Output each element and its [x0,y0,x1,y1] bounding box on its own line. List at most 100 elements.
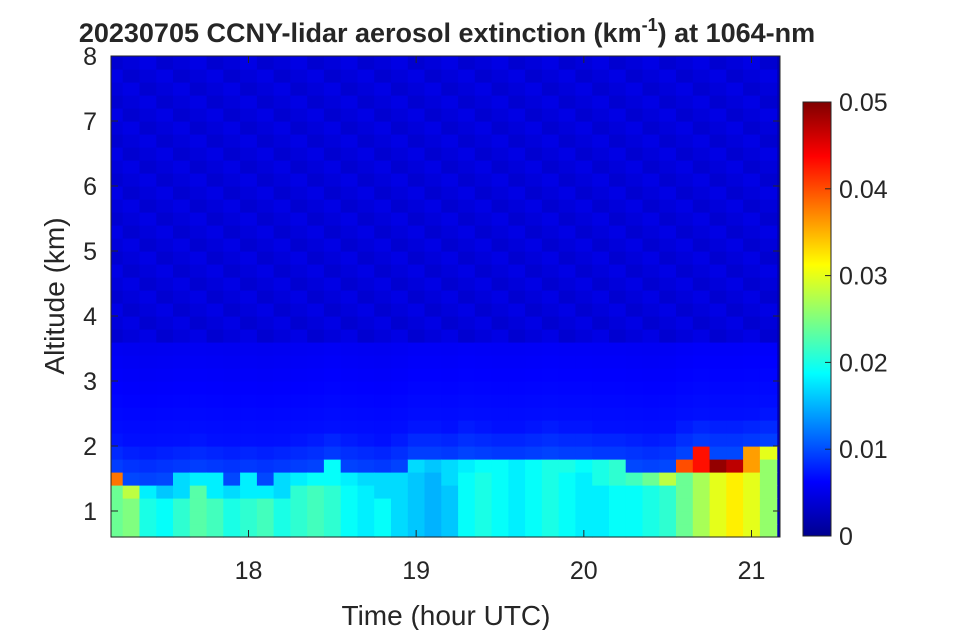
heatmap-cell [357,485,375,499]
heatmap-cell [491,459,509,473]
heatmap-cell [290,277,308,291]
heatmap-cell [407,199,426,213]
heatmap-cell [424,186,442,200]
heatmap-cell [726,251,744,265]
heatmap-cell [743,69,761,83]
heatmap-cell [676,472,694,486]
heatmap-cell [609,316,627,330]
heatmap-cell [458,95,476,109]
heatmap-cell [592,108,610,122]
heatmap-cell [424,95,442,109]
heatmap-cell [122,225,141,239]
heatmap-cell [122,69,141,83]
heatmap-cell [592,407,610,421]
heatmap-cell [558,368,577,382]
heatmap-cell [508,355,526,369]
heatmap-cell [340,394,359,408]
heatmap-cell [726,433,744,447]
heatmap-cell [743,238,761,252]
heatmap-cell [340,108,359,122]
heatmap-cell [122,277,141,291]
heatmap-cell [290,134,308,148]
heatmap-cell [743,446,761,460]
heatmap-cell [273,316,291,330]
heatmap-cell [525,121,543,135]
heatmap-cell [642,420,660,434]
heatmap-cell [726,147,744,161]
heatmap-cell [139,498,157,512]
heatmap-cell [357,134,375,148]
heatmap-cell [592,381,610,395]
heatmap-cell [541,446,560,460]
heatmap-cell [256,225,275,239]
heatmap-cell [307,108,325,122]
heatmap-cell [541,355,560,369]
heatmap-cell [173,212,191,226]
heatmap-cell [491,433,509,447]
heatmap-cell [525,485,543,499]
heatmap-cell [592,186,610,200]
heatmap-cell [491,225,509,239]
heatmap-cell [474,199,493,213]
heatmap-cell [558,381,577,395]
heatmap-cell [407,134,426,148]
heatmap-cell [525,303,543,317]
heatmap-cell [743,381,761,395]
heatmap-cell [625,186,644,200]
heatmap-cell [676,238,694,252]
heatmap-cell [223,511,241,525]
heatmap-cell [759,121,778,135]
heatmap-cell [676,420,694,434]
heatmap-cell [541,316,560,330]
heatmap-cell [273,134,291,148]
y-tick-label: 8 [83,43,97,71]
heatmap-cell [458,368,476,382]
heatmap-cell [173,459,191,473]
heatmap-cell [659,160,677,174]
heatmap-cell [541,199,560,213]
heatmap-cell [659,303,677,317]
heatmap-cell [642,459,660,473]
heatmap-cell [407,160,426,174]
heatmap-cell [759,108,778,122]
heatmap-cell [609,329,627,343]
heatmap-cell [173,472,191,486]
heatmap-cell [189,225,208,239]
heatmap-cell [458,342,476,356]
heatmap-cell [206,121,224,135]
heatmap-cell [458,459,476,473]
heatmap-cell [659,134,677,148]
heatmap-cell [307,251,325,265]
heatmap-cell [374,485,392,499]
heatmap-cell [692,186,711,200]
heatmap-cell [307,212,325,226]
heatmap-cell [609,264,627,278]
heatmap-cell [558,394,577,408]
heatmap-cell [609,277,627,291]
heatmap-cell [139,212,157,226]
heatmap-cell [424,264,442,278]
heatmap-cell [407,238,426,252]
heatmap-cell [307,290,325,304]
heatmap-cell [491,355,509,369]
heatmap-cell [592,121,610,135]
heatmap-cell [676,251,694,265]
heatmap-cell [374,498,392,512]
heatmap-cell [575,407,593,421]
heatmap-cell [307,485,325,499]
heatmap-cell [491,329,509,343]
heatmap-cell [407,472,426,486]
heatmap-cell [357,69,375,83]
heatmap-cell [223,342,241,356]
colorbar-tick-label: 0.03 [839,263,888,291]
heatmap-cell [424,134,442,148]
heatmap-cell [642,290,660,304]
heatmap-cell [223,524,241,538]
heatmap-cell [558,329,577,343]
heatmap-cell [474,225,493,239]
heatmap-cell [474,446,493,460]
heatmap-cell [111,69,124,83]
heatmap-cell [240,303,258,317]
heatmap-cell [726,524,744,538]
heatmap-cell [692,472,711,486]
